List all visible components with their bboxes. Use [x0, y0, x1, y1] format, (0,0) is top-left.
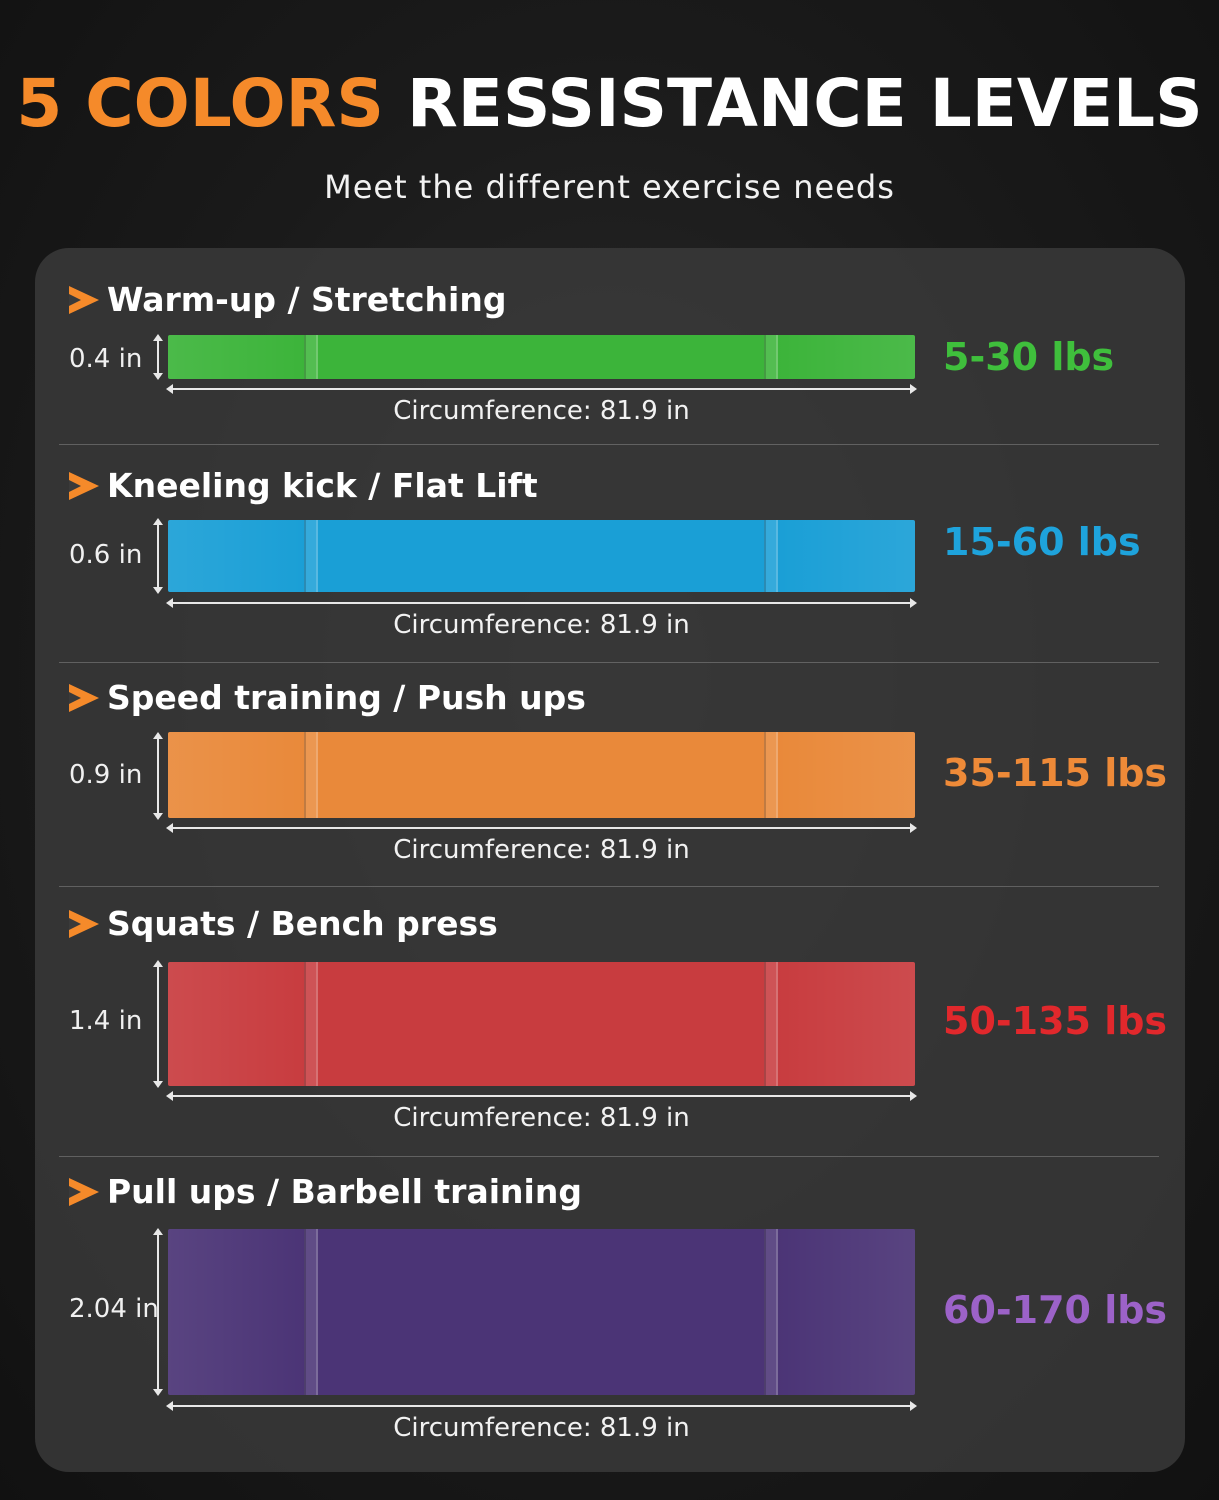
- band-orange: [168, 732, 915, 818]
- resistance-label: 35-115 lbs: [943, 751, 1168, 795]
- thickness-label: 0.6 in: [69, 540, 143, 570]
- thickness-arrow: [153, 960, 163, 1088]
- circumference-label: Circumference: 81.9 in: [393, 396, 690, 426]
- section-title-label: Squats / Bench press: [107, 904, 498, 943]
- section-title: Warm-up / Stretching: [69, 280, 506, 319]
- circumference-arrow: [166, 384, 917, 394]
- thickness-label: 0.9 in: [69, 760, 143, 790]
- circumference-label: Circumference: 81.9 in: [393, 835, 690, 865]
- resistance-label: 60-170 lbs: [943, 1288, 1168, 1332]
- arrow-right-icon: [69, 683, 99, 712]
- divider: [59, 886, 1159, 887]
- divider: [59, 662, 1159, 663]
- thickness-label: 2.04 in: [69, 1294, 159, 1324]
- resistance-label: 50-135 lbs: [943, 999, 1168, 1043]
- title-accent: 5 COLORS: [16, 65, 384, 142]
- resistance-label: 15-60 lbs: [943, 520, 1141, 564]
- band-blue: [168, 520, 915, 592]
- divider: [59, 444, 1159, 445]
- bands-panel: Warm-up / Stretching 0.4 in Circumferenc…: [35, 248, 1185, 1472]
- page-title: 5 COLORS RESSISTANCE LEVELS: [0, 62, 1219, 146]
- section-title: Pull ups / Barbell training: [69, 1172, 582, 1211]
- section-title-label: Speed training / Push ups: [107, 678, 586, 717]
- thickness-arrow: [153, 334, 163, 380]
- circumference-arrow: [166, 1401, 917, 1411]
- circumference-arrow: [166, 823, 917, 833]
- section-title: Squats / Bench press: [69, 904, 498, 943]
- resistance-label: 5-30 lbs: [943, 335, 1115, 379]
- arrow-right-icon: [69, 1177, 99, 1206]
- circumference-label: Circumference: 81.9 in: [393, 610, 690, 640]
- divider: [59, 1156, 1159, 1157]
- band-green: [168, 335, 915, 379]
- thickness-label: 1.4 in: [69, 1006, 143, 1036]
- arrow-right-icon: [69, 285, 99, 314]
- section-title: Speed training / Push ups: [69, 678, 586, 717]
- band-purple: [168, 1229, 915, 1395]
- section-title: Kneeling kick / Flat Lift: [69, 466, 538, 505]
- thickness-arrow: [153, 518, 163, 594]
- thickness-label: 0.4 in: [69, 344, 143, 374]
- title-rest: RESSISTANCE LEVELS: [406, 65, 1203, 142]
- circumference-arrow: [166, 1091, 917, 1101]
- band-red: [168, 962, 915, 1086]
- thickness-arrow: [153, 1228, 163, 1396]
- thickness-arrow: [153, 732, 163, 820]
- circumference-label: Circumference: 81.9 in: [393, 1103, 690, 1133]
- arrow-right-icon: [69, 471, 99, 500]
- arrow-right-icon: [69, 909, 99, 938]
- section-title-label: Warm-up / Stretching: [107, 280, 507, 319]
- circumference-label: Circumference: 81.9 in: [393, 1413, 690, 1443]
- section-title-label: Kneeling kick / Flat Lift: [107, 466, 538, 505]
- subtitle: Meet the different exercise needs: [324, 168, 895, 206]
- section-title-label: Pull ups / Barbell training: [107, 1172, 582, 1211]
- circumference-arrow: [166, 598, 917, 608]
